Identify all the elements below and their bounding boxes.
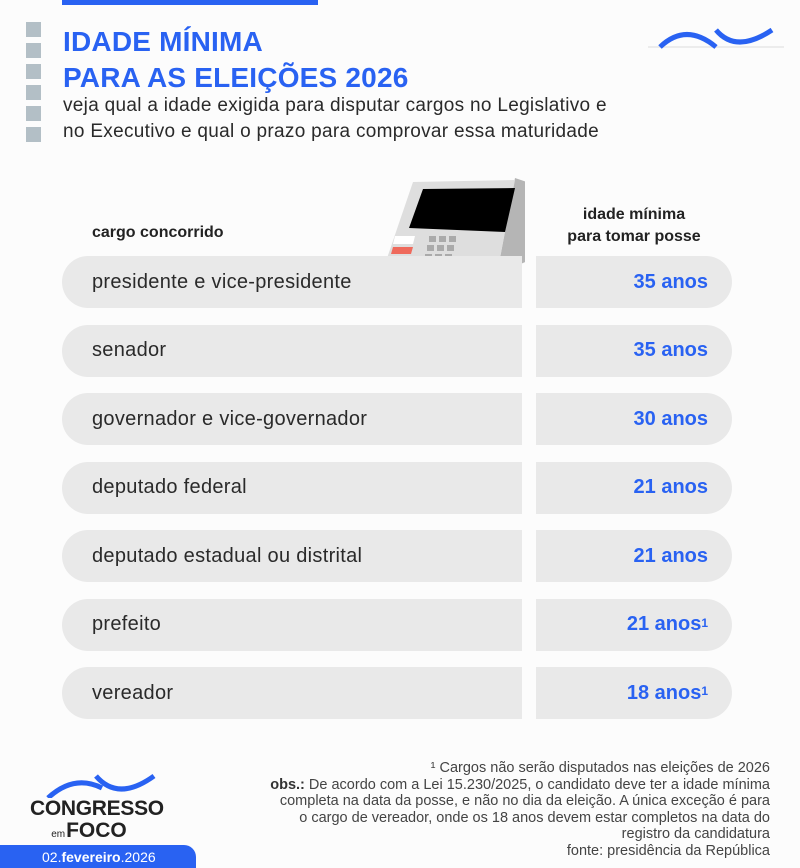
column-header-idade-line-2: para tomar posse <box>567 228 701 245</box>
footnote-marker: 1 <box>701 615 708 630</box>
cargo-cell: deputado estadual ou distrital <box>62 530 522 582</box>
footnote-marker: 1 <box>701 684 708 698</box>
cargo-cell: presidente e vice-presidente <box>62 256 522 308</box>
idade-cell: 21 anos <box>536 530 732 582</box>
logo-word-congresso: CONGRESSO <box>30 797 164 820</box>
table-row: governador e vice-governador 30 anos <box>62 393 732 445</box>
footnote-1: ¹ Cargos não serão disputados nas eleiçõ… <box>430 760 770 776</box>
table-row: senador 35 anos <box>62 324 732 377</box>
cargo-cell: senador <box>62 324 522 377</box>
page-title: IDADE MÍNIMA PARA AS ELEIÇÕES 2026 <box>63 24 409 96</box>
column-header-cargo: cargo concorrido <box>92 224 224 241</box>
table-row: presidente e vice-presidente 35 anos <box>62 256 732 308</box>
cargo-cell: deputado federal <box>62 461 522 514</box>
idade-cell: 18 anos 1 <box>536 667 732 719</box>
cargo-cell: governador e vice-governador <box>62 393 522 445</box>
date-day: 02. <box>42 848 62 865</box>
column-header-idade: idade mínima para tomar posse <box>536 204 732 248</box>
logo-word-em: em <box>51 829 66 840</box>
date-month: fevereiro <box>61 848 121 865</box>
footnotes: ¹ Cargos não serão disputados nas eleiçõ… <box>210 760 770 859</box>
date-year: .2026 <box>120 848 156 865</box>
idade-value: 35 anos <box>633 270 708 293</box>
obs-line-4: registro da candidatura <box>621 826 770 842</box>
logo-sub: em FOCO <box>8 820 170 842</box>
cargo-cell: prefeito <box>62 598 522 651</box>
logo-word-foco: FOCO <box>66 819 127 842</box>
column-header-idade-line-1: idade mínima <box>582 206 686 223</box>
obs-line-3: o cargo de vereador, onde os 18 anos dev… <box>299 809 770 826</box>
table-row: deputado estadual ou distrital 21 anos <box>62 530 732 582</box>
wave-logo-icon <box>46 773 156 798</box>
table-row: deputado federal 21 anos <box>62 461 732 514</box>
date-bar: 02. fevereiro .2026 <box>0 845 196 868</box>
idade-cell: 21 anos <box>536 461 732 514</box>
idade-value: 21 anos <box>626 613 702 635</box>
title-line-2: PARA AS ELEIÇÕES 2026 <box>63 62 409 93</box>
congresso-em-foco-logo: CONGRESSO em FOCO <box>30 772 170 842</box>
subtitle-line-1: veja qual a idade exigida para disputar … <box>63 95 607 116</box>
idade-cell: 30 anos <box>536 393 732 445</box>
obs-line-2: completa na data da posse, e não no dia … <box>279 793 770 809</box>
table-row: vereador 18 anos 1 <box>62 667 732 719</box>
wave-logo-icon <box>648 27 784 49</box>
idade-value: 18 anos <box>626 681 702 704</box>
obs-line-1: obs.: De acordo com a Lei 15.230/2025, o… <box>210 777 770 794</box>
age-table: presidente e vice-presidente 35 anos sen… <box>62 256 732 736</box>
idade-cell: 35 anos <box>536 256 732 308</box>
page-subtitle: veja qual a idade exigida para disputar … <box>63 93 607 145</box>
decorative-squares <box>26 22 41 148</box>
idade-cell: 21 anos 1 <box>536 598 732 651</box>
subtitle-line-2: no Executivo e qual o prazo para comprov… <box>63 121 599 142</box>
top-accent-bar <box>62 0 318 5</box>
idade-value: 30 anos <box>633 407 708 430</box>
idade-value: 35 anos <box>633 339 708 361</box>
idade-value: 21 anos <box>633 544 708 567</box>
title-line-1: IDADE MÍNIMA <box>63 26 263 57</box>
idade-cell: 35 anos <box>536 324 732 377</box>
table-row: prefeito 21 anos 1 <box>62 598 732 651</box>
idade-value: 21 anos <box>633 476 708 498</box>
obs-text-1: De acordo com a Lei 15.230/2025, o candi… <box>304 776 770 793</box>
source-credit: fonte: presidência da República <box>566 842 770 859</box>
cargo-cell: vereador <box>62 667 522 719</box>
obs-label: obs.: <box>270 776 305 793</box>
voting-machine-icon <box>383 178 525 274</box>
